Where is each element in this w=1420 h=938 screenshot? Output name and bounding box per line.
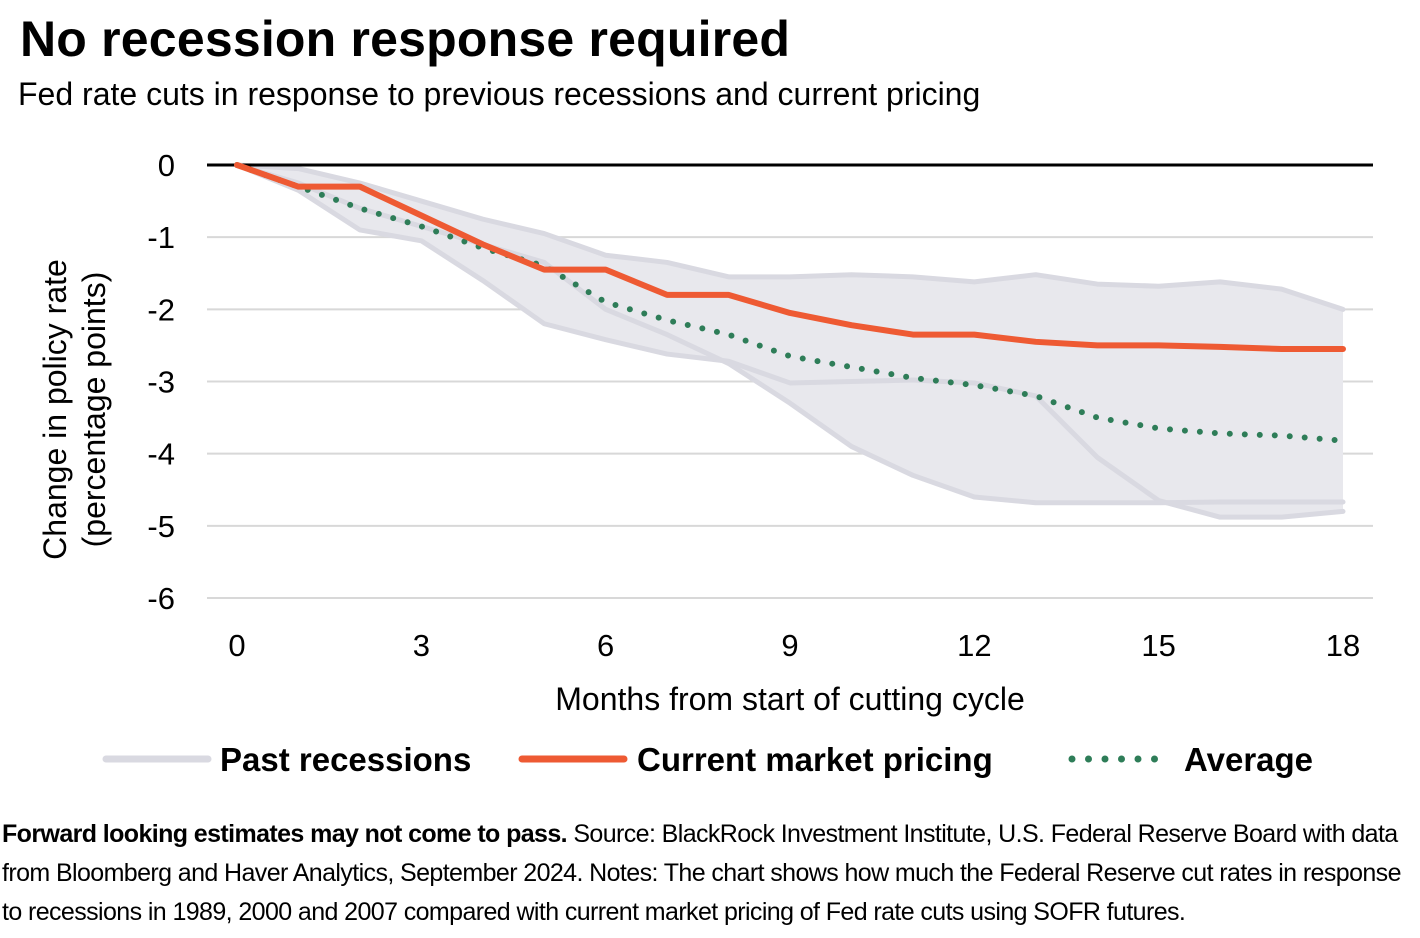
average-line xyxy=(234,162,1346,444)
x-axis-label: Months from start of cutting cycle xyxy=(555,681,1025,717)
y-tick-label: -2 xyxy=(147,292,175,327)
x-axis-ticks: 0 3 6 9 12 15 18 xyxy=(228,628,1360,663)
axis-labels: Months from start of cutting cycle Change… xyxy=(37,259,1025,717)
x-tick-label: 9 xyxy=(781,628,798,663)
legend: Past recessions Current market pricing Ave… xyxy=(102,741,1313,778)
y-tick-label: -4 xyxy=(147,437,175,472)
line-chart: 0 -1 -2 -3 -4 -5 -6 0 3 6 9 12 15 18 Months from sta… xyxy=(37,148,1373,778)
y-tick-label: -1 xyxy=(147,220,175,255)
y-tick-label: -5 xyxy=(147,509,175,544)
chart-title: No recession response required xyxy=(20,11,791,67)
y-axis-label-line2: (percentage points) xyxy=(76,272,112,548)
legend-item: Current market pricing xyxy=(518,741,993,778)
legend-item: Average xyxy=(1068,741,1313,778)
legend-label: Average xyxy=(1184,741,1313,778)
x-tick-label: 15 xyxy=(1141,628,1175,663)
footnote-disclaimer: Forward looking estimates may not come t… xyxy=(2,820,568,848)
footnote-source: Source: BlackRock Investment Institute, … xyxy=(2,820,1401,926)
y-tick-label: -3 xyxy=(147,365,175,400)
past-recession-line-0 xyxy=(234,162,1346,312)
x-tick-label: 0 xyxy=(228,628,245,663)
legend-label: Past recessions xyxy=(220,741,471,778)
past-recessions-range xyxy=(237,165,1343,518)
x-tick-label: 18 xyxy=(1326,628,1360,663)
footnote: Forward looking estimates may not come t… xyxy=(2,815,1412,932)
average-line xyxy=(234,162,1346,444)
past-recessions-band xyxy=(237,165,1343,518)
current-pricing-line xyxy=(234,162,1346,353)
y-axis-label-line1: Change in policy rate xyxy=(37,259,73,560)
x-tick-label: 12 xyxy=(957,628,991,663)
y-axis-ticks: 0 -1 -2 -3 -4 -5 -6 xyxy=(147,148,175,616)
legend-item: Past recessions xyxy=(102,741,471,778)
y-tick-label: 0 xyxy=(158,148,175,183)
legend-label: Current market pricing xyxy=(637,741,993,778)
x-tick-label: 3 xyxy=(413,628,430,663)
y-tick-label: -6 xyxy=(147,581,175,616)
chart-subtitle: Fed rate cuts in response to previous re… xyxy=(18,76,981,112)
x-tick-label: 6 xyxy=(597,628,614,663)
current-market-pricing-line xyxy=(234,162,1346,353)
